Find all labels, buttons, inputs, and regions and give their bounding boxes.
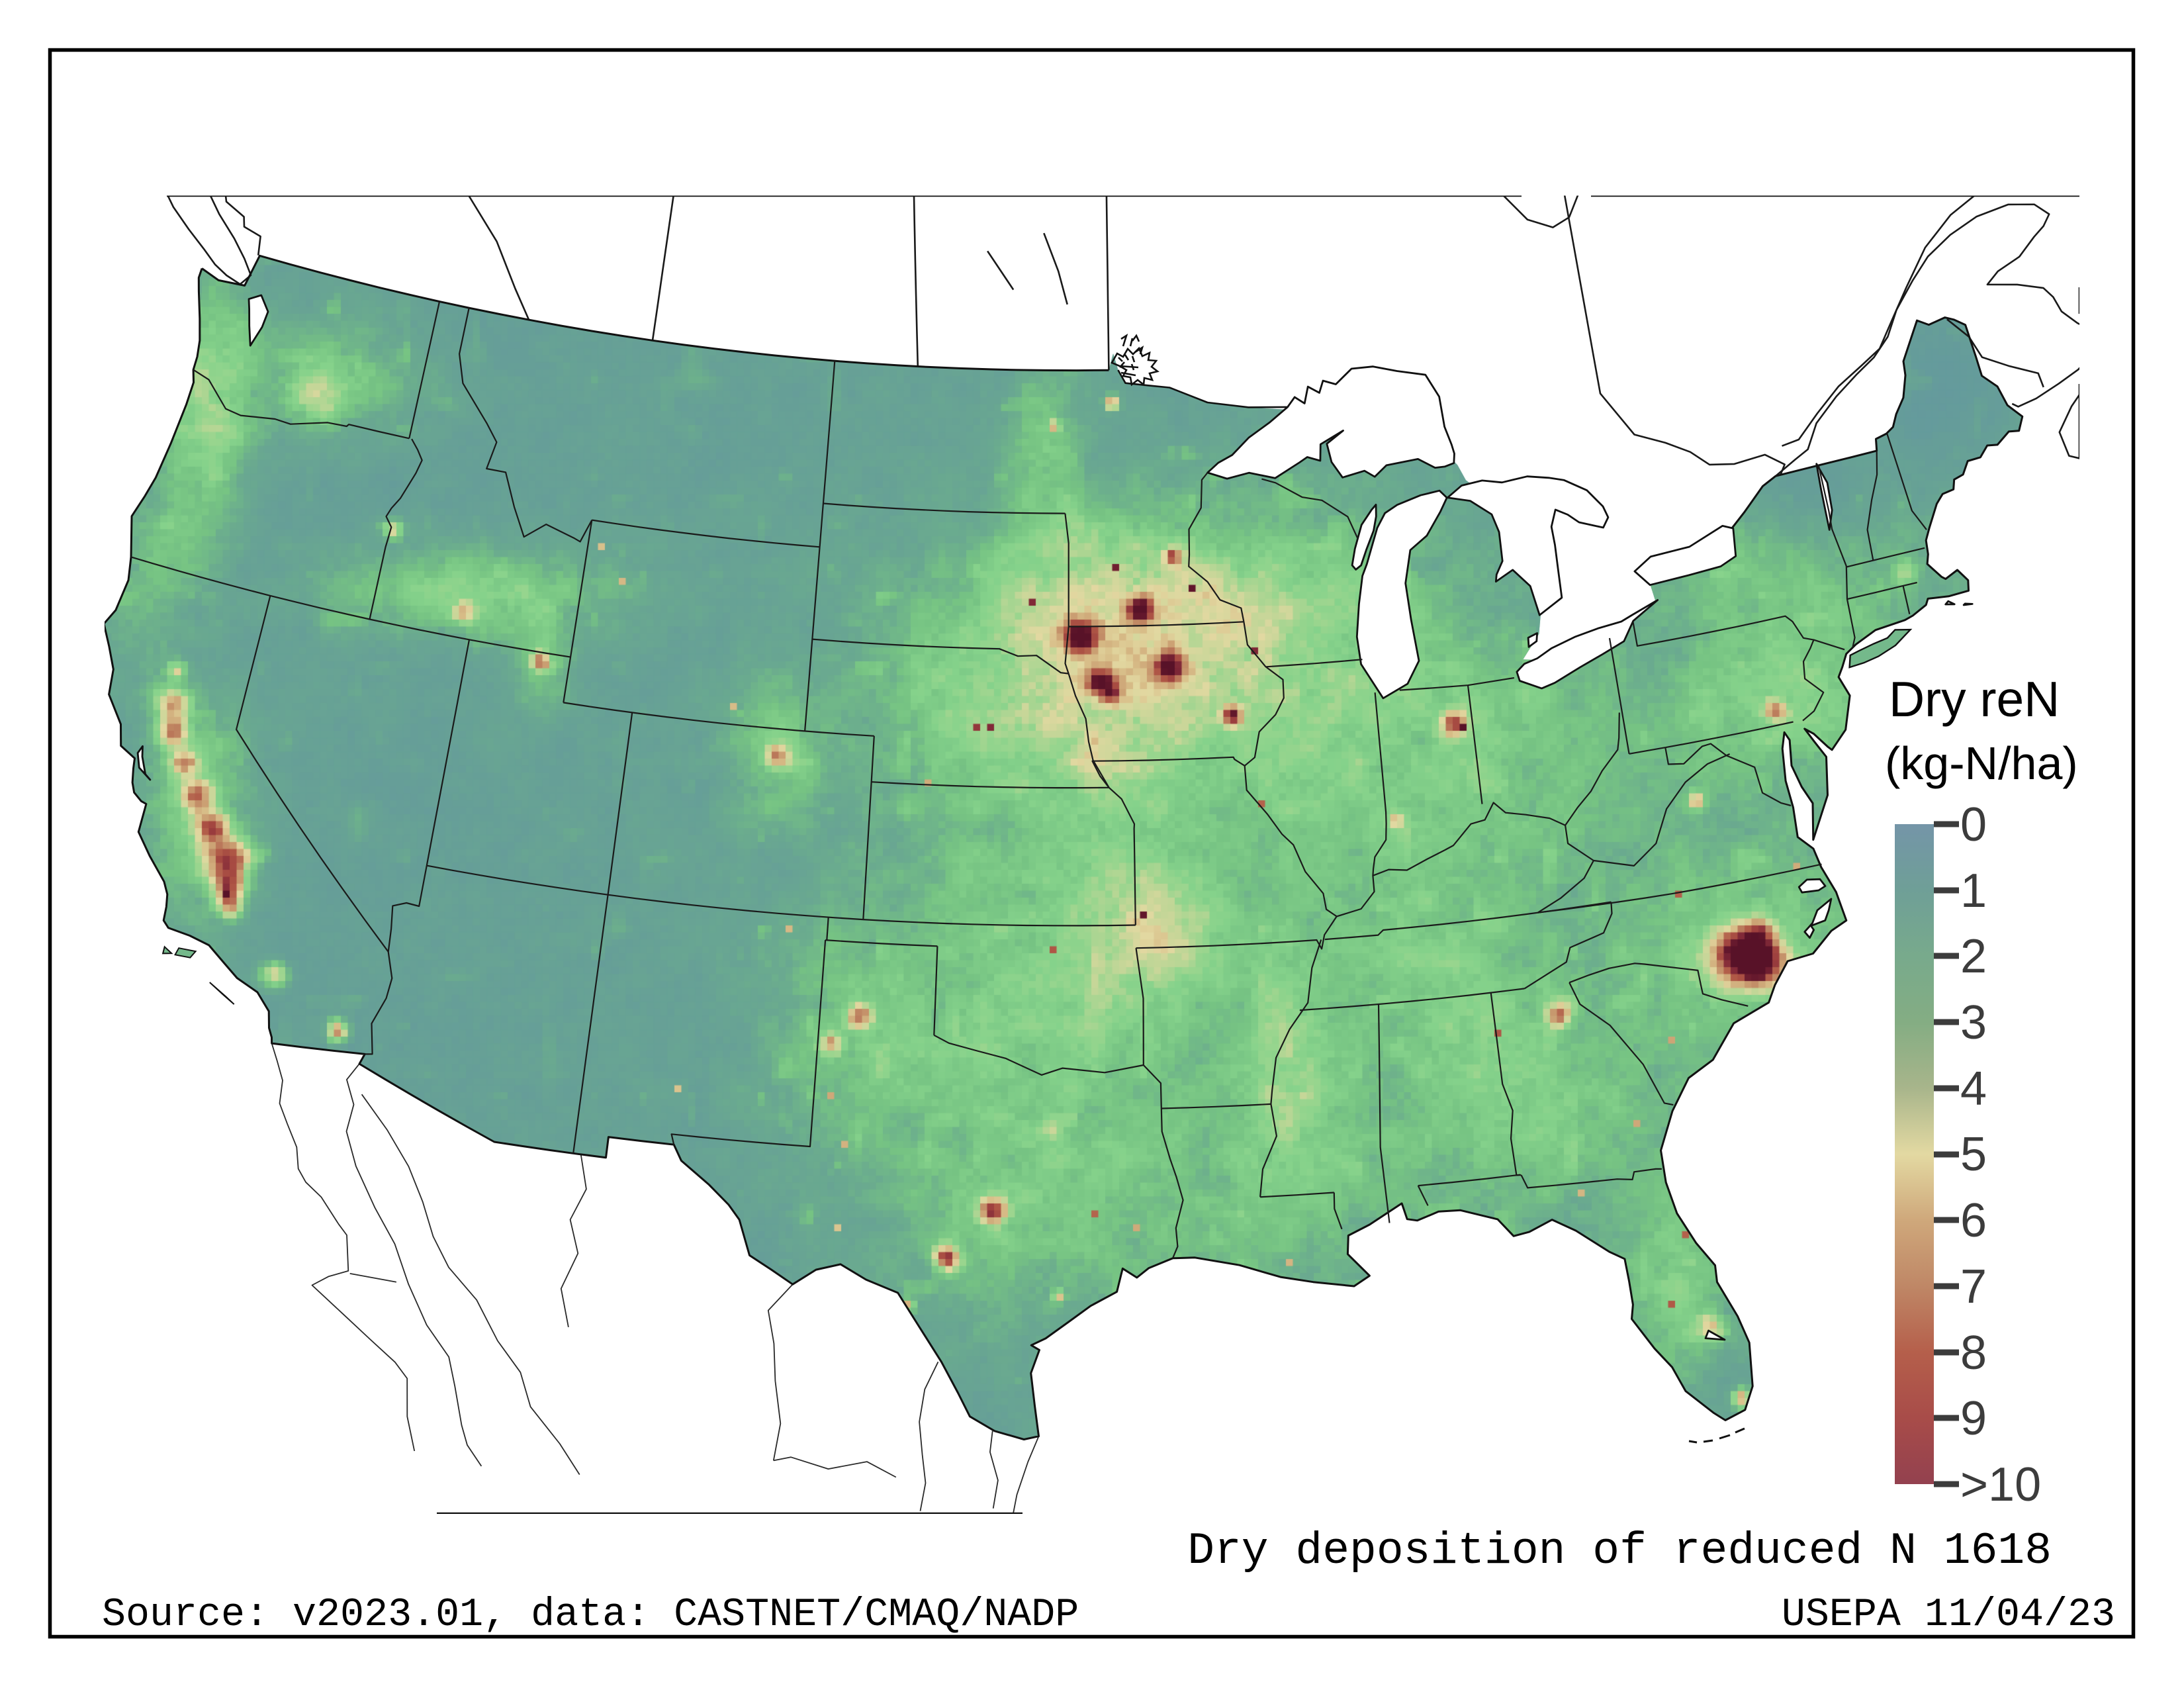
svg-text:5: 5 [1960, 1128, 1987, 1181]
svg-text:8: 8 [1960, 1327, 1987, 1380]
svg-text:0: 0 [1960, 798, 1987, 851]
svg-text:3: 3 [1960, 996, 1987, 1049]
svg-text:Dry deposition of reduced N 16: Dry deposition of reduced N 1618 [1187, 1526, 2052, 1577]
svg-text:7: 7 [1960, 1260, 1987, 1313]
svg-text:(kg-N/ha): (kg-N/ha) [1885, 737, 2078, 789]
svg-text:USEPA 11/04/23: USEPA 11/04/23 [1782, 1593, 2115, 1638]
svg-text:>10: >10 [1960, 1458, 2041, 1511]
svg-text:1: 1 [1960, 865, 1987, 917]
svg-text:9: 9 [1960, 1392, 1987, 1445]
svg-text:Source: v2023.01, data: CASTNE: Source: v2023.01, data: CASTNET/CMAQ/NAD… [102, 1593, 1079, 1638]
svg-text:6: 6 [1960, 1194, 1987, 1247]
svg-text:Dry reN: Dry reN [1889, 671, 2060, 727]
svg-text:2: 2 [1960, 930, 1987, 983]
svg-text:4: 4 [1960, 1062, 1987, 1115]
